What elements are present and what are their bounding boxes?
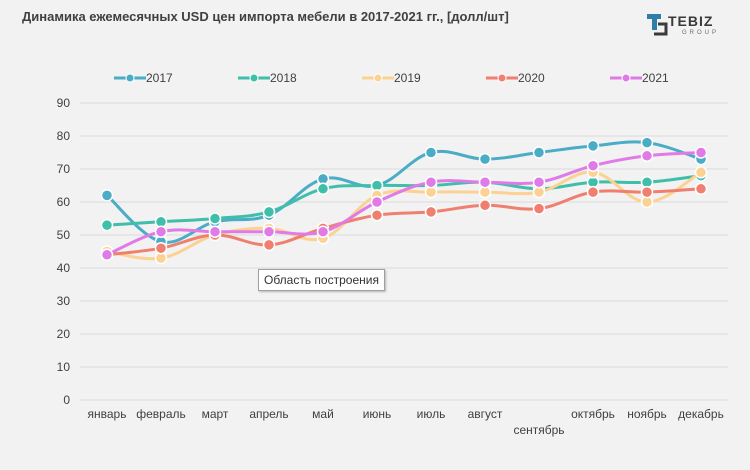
data-point-2021 — [586, 159, 600, 172]
data-point-2020 — [694, 182, 708, 196]
data-point-2017 — [586, 139, 600, 153]
x-tick-label: июль — [417, 407, 446, 421]
x-tick-label: январь — [88, 407, 127, 421]
data-point-2021 — [100, 248, 114, 262]
data-point-2021 — [316, 225, 330, 238]
data-point-2021 — [478, 175, 492, 189]
data-point-2017 — [100, 189, 114, 202]
data-point-2020 — [424, 205, 438, 219]
data-point-2021 — [532, 175, 546, 189]
logo-name: TEBIZ — [668, 13, 714, 29]
logo-sub: GROUP — [682, 30, 720, 36]
y-tick-label: 40 — [57, 261, 71, 275]
x-tick-label: декабрь — [678, 407, 724, 421]
data-point-2021 — [154, 225, 168, 238]
y-tick-label: 80 — [57, 129, 71, 143]
plot-area-tooltip: Область построения — [258, 269, 385, 291]
chart-title: Динамика ежемесячных USD цен импорта меб… — [22, 9, 509, 24]
data-point-2017 — [532, 146, 546, 159]
data-point-2021 — [640, 149, 654, 163]
tebiz-logo: TEBIZ GROUP — [646, 10, 732, 42]
data-point-2017 — [478, 152, 492, 166]
data-point-2021 — [370, 195, 384, 209]
x-tick-label: февраль — [136, 407, 186, 421]
legend-label-2018: 2018 — [270, 71, 297, 85]
x-tick-label: октябрь — [571, 407, 615, 421]
data-point-2018 — [316, 182, 330, 196]
tebiz-logo-icon — [647, 14, 668, 36]
x-tick-label: март — [202, 407, 229, 421]
legend-marker-2020 — [497, 73, 507, 83]
data-point-2020 — [370, 208, 384, 222]
x-tick-label: сентябрь — [513, 423, 564, 437]
series-line-2020 — [105, 187, 703, 257]
y-tick-label: 10 — [57, 360, 71, 374]
y-tick-label: 20 — [57, 327, 71, 341]
data-point-2019 — [694, 166, 708, 179]
y-tick-label: 70 — [57, 162, 71, 176]
legend-label-2021: 2021 — [642, 71, 669, 85]
data-point-2017 — [640, 136, 654, 149]
y-tick-label: 90 — [57, 96, 71, 110]
legend-marker-2017 — [125, 73, 135, 83]
data-point-2021 — [694, 146, 708, 159]
x-tick-label: август — [468, 407, 503, 421]
data-point-2018 — [100, 218, 114, 232]
y-tick-label: 50 — [57, 228, 71, 242]
legend-label-2017: 2017 — [146, 71, 173, 85]
x-tick-label: ноябрь — [627, 407, 667, 421]
y-tick-label: 30 — [57, 294, 71, 308]
data-point-2020 — [532, 202, 546, 215]
legend-label-2019: 2019 — [394, 71, 421, 85]
data-point-2021 — [424, 175, 438, 189]
data-point-2021 — [262, 225, 276, 238]
legend-label-2020: 2020 — [518, 71, 545, 85]
data-point-2017 — [424, 146, 438, 159]
y-tick-label: 0 — [63, 393, 70, 407]
data-point-2020 — [586, 185, 600, 199]
x-tick-label: май — [312, 407, 334, 421]
data-point-2018 — [262, 205, 276, 219]
legend-marker-2021 — [621, 73, 631, 83]
x-tick-label: июнь — [363, 407, 392, 421]
legend-marker-2018 — [249, 73, 259, 83]
data-point-2018 — [208, 212, 222, 225]
data-point-2020 — [262, 238, 276, 252]
y-tick-label: 60 — [57, 195, 71, 209]
data-point-2020 — [154, 241, 168, 255]
data-point-2020 — [640, 185, 654, 199]
legend-marker-2019 — [373, 73, 383, 83]
x-tick-label: апрель — [249, 407, 288, 421]
data-point-2021 — [208, 225, 222, 238]
data-point-2020 — [478, 199, 492, 212]
